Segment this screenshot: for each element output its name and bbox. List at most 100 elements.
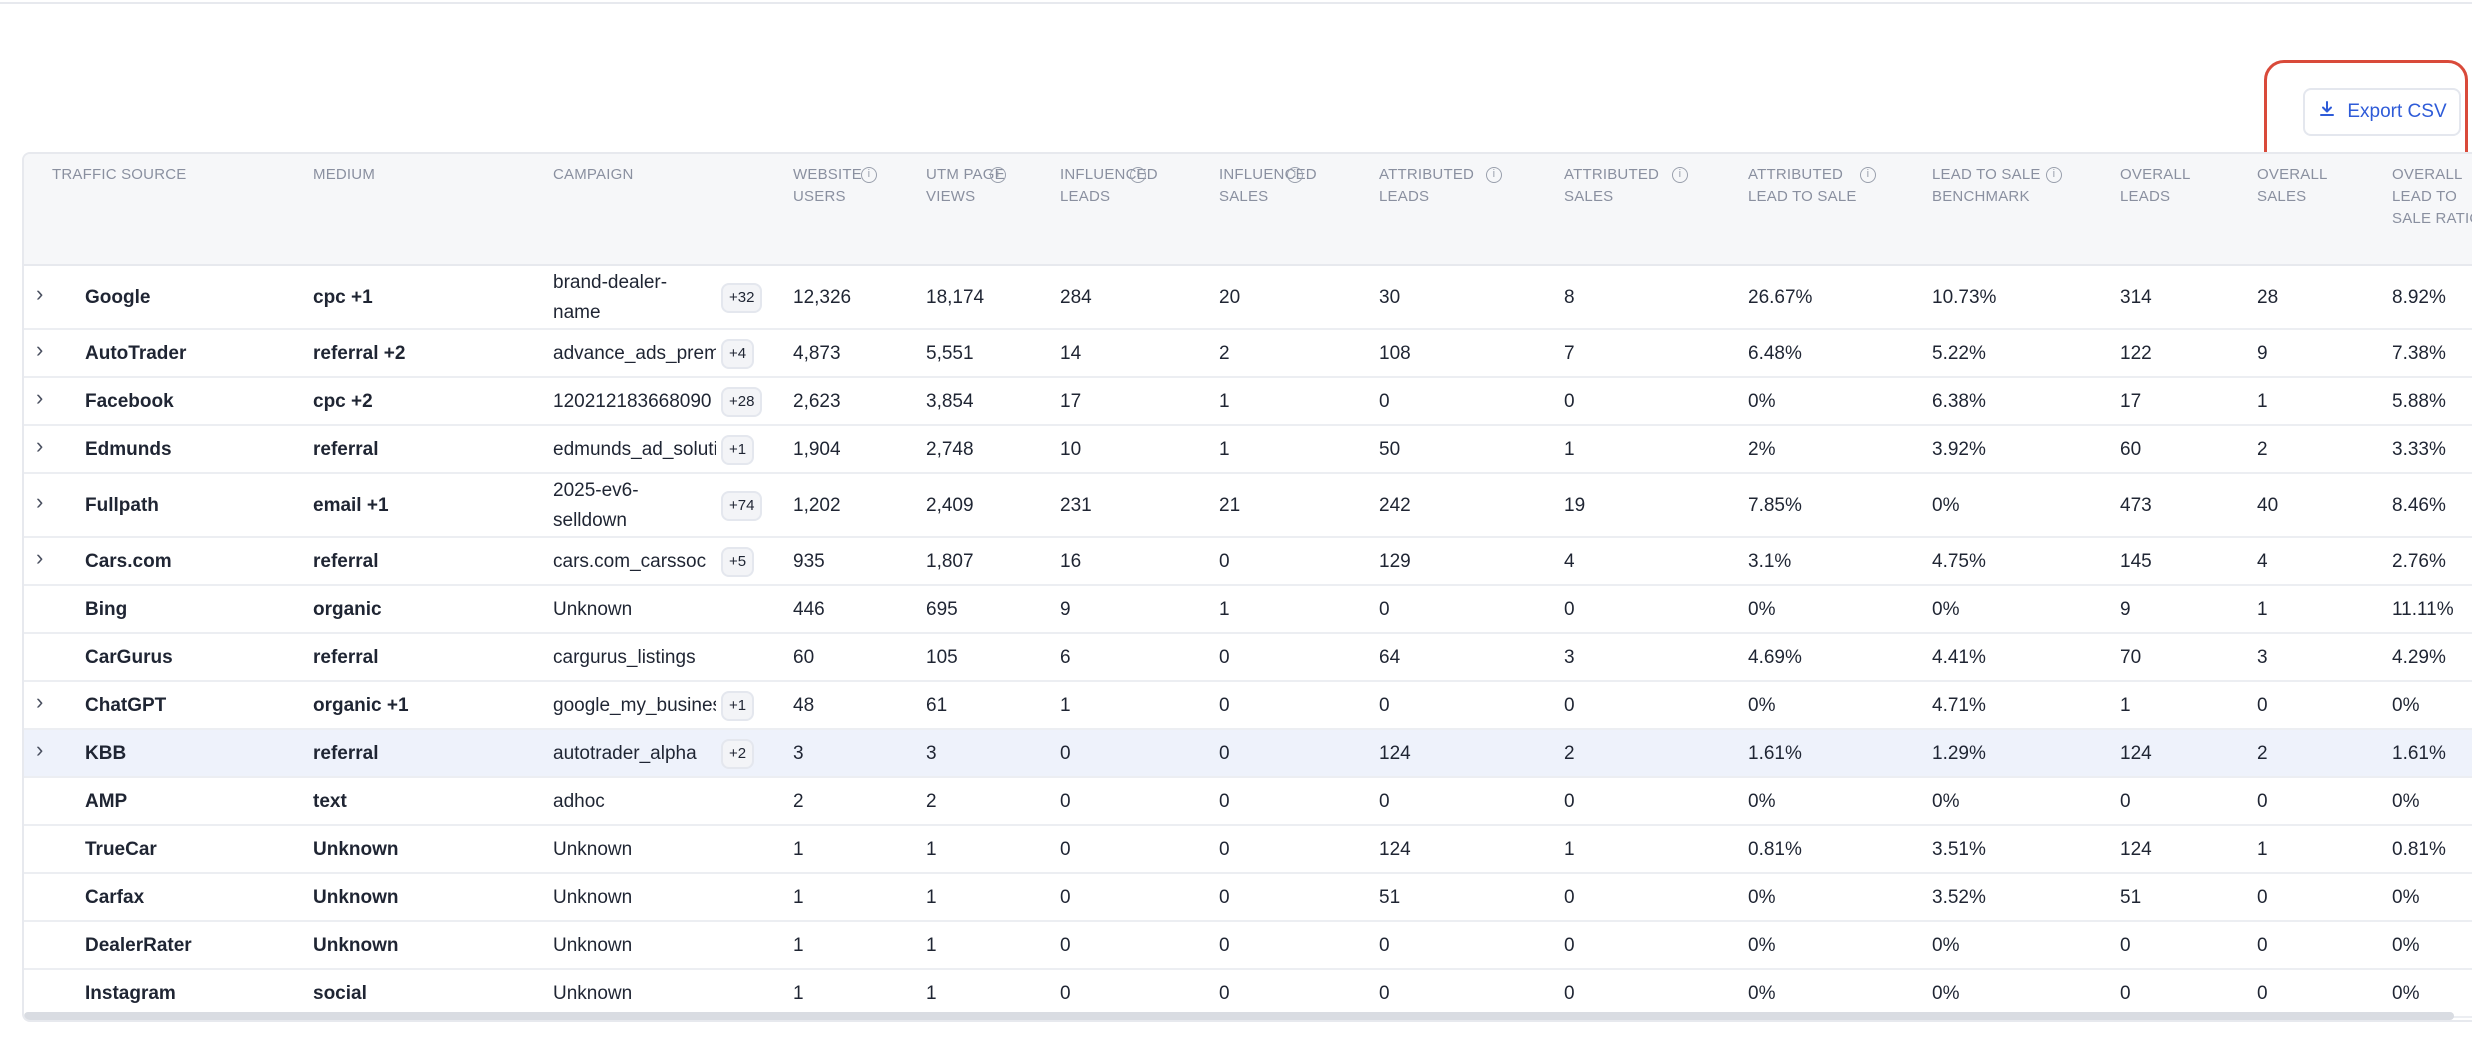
metric-cell: 1 xyxy=(1219,599,1230,620)
table-row[interactable]: CarGurus referral cargurus_listings 60 105 6 0… xyxy=(24,634,2472,682)
table-row[interactable]: › Google cpc +1 brand-dealer-name +32 12,326 1… xyxy=(24,266,2472,330)
metric-cell: 3.92% xyxy=(1932,439,1986,460)
metric-cell: 1 xyxy=(793,983,804,1004)
campaign-more-badge[interactable]: +1 xyxy=(721,435,755,465)
table-row[interactable]: AMP text adhoc 2 2 0 0 0 0 0% 0% 0 0 0% xyxy=(24,778,2472,826)
traffic-source-cell: Bing xyxy=(85,599,128,620)
campaign-more-badge[interactable]: +5 xyxy=(721,547,755,577)
table-row[interactable]: DealerRater Unknown Unknown 1 1 0 0 0 0 0% 0% 0 0 0% xyxy=(24,922,2472,970)
campaign-more-badge[interactable]: +28 xyxy=(721,387,763,417)
table-row[interactable]: › ChatGPT organic +1 google_my_business +1 48… xyxy=(24,682,2472,730)
medium-cell: referral xyxy=(313,551,379,572)
column-header-1[interactable]: MEDIUM xyxy=(313,164,533,186)
info-icon[interactable]: i xyxy=(1860,167,1876,183)
metric-cell: 26.67% xyxy=(1748,287,1813,308)
info-icon[interactable]: i xyxy=(1486,167,1502,183)
metric-cell: 284 xyxy=(1060,287,1092,308)
metric-cell: 28 xyxy=(2257,287,2279,308)
metric-cell: 1,202 xyxy=(793,495,841,516)
chevron-right-icon[interactable]: › xyxy=(36,281,44,306)
metric-cell: 4 xyxy=(1564,551,1575,572)
metric-cell: 2% xyxy=(1748,439,1776,460)
metric-cell: 0 xyxy=(2257,935,2268,956)
campaign-cell: cars.com_carssoc xyxy=(553,547,716,577)
traffic-source-cell: Fullpath xyxy=(85,495,159,516)
table-row[interactable]: › Cars.com referral cars.com_carssoc +5 935 1,… xyxy=(24,538,2472,586)
campaign-more-badge[interactable]: +74 xyxy=(721,491,763,521)
column-header-3[interactable]: WEBSITE USERS i xyxy=(793,164,893,208)
metric-cell: 0 xyxy=(1379,983,1390,1004)
info-icon[interactable]: i xyxy=(2046,167,2062,183)
info-icon[interactable]: i xyxy=(1130,167,1146,183)
campaign-more-badge[interactable]: +32 xyxy=(721,283,763,313)
column-header-label: UTM PAGE VIEWS xyxy=(926,166,1005,205)
column-header-12[interactable]: OVERALL SALES xyxy=(2257,164,2347,208)
column-header-13[interactable]: OVERALL LEAD TO SALE RATIO xyxy=(2392,164,2472,230)
table-row[interactable]: › Edmunds referral edmunds_ad_solutions+1 1,… xyxy=(24,426,2472,474)
metric-cell: 3 xyxy=(1564,647,1575,668)
campaign-more-badge[interactable]: +2 xyxy=(721,739,755,769)
column-header-9[interactable]: ATTRIBUTED LEAD TO SALE i xyxy=(1748,164,1876,208)
export-csv-button[interactable]: Export CSV xyxy=(2303,88,2461,136)
column-header-7[interactable]: ATTRIBUTED LEADS i xyxy=(1379,164,1502,208)
campaign-text: google_my_business xyxy=(553,695,716,716)
chevron-right-icon[interactable]: › xyxy=(36,385,44,410)
chevron-right-icon[interactable]: › xyxy=(36,433,44,458)
chevron-right-icon[interactable]: › xyxy=(36,737,44,762)
column-header-8[interactable]: ATTRIBUTED SALES i xyxy=(1564,164,1688,208)
column-header-10[interactable]: LEAD TO SALE BENCHMARK i xyxy=(1932,164,2062,208)
metric-cell: 0 xyxy=(2257,695,2268,716)
column-header-2[interactable]: CAMPAIGN xyxy=(553,164,763,186)
metric-cell: 40 xyxy=(2257,495,2279,516)
table-row[interactable]: Bing organic Unknown 446 695 9 1 0 0 0% 0% 9 1 11.11% xyxy=(24,586,2472,634)
metric-cell: 60 xyxy=(793,647,815,668)
metric-cell: 20 xyxy=(1219,287,1241,308)
table-row[interactable]: › AutoTrader referral +2 advance_ads_premiu… xyxy=(24,330,2472,378)
metric-cell: 30 xyxy=(1379,287,1401,308)
table-row[interactable]: Carfax Unknown Unknown 1 1 0 0 51 0 0% 3.52% 51 0 0% xyxy=(24,874,2472,922)
column-header-5[interactable]: INFLUENCED LEADS i xyxy=(1060,164,1170,208)
table-row[interactable]: › KBB referral autotrader_alpha +2 3 3 0 0 124 2 1.… xyxy=(24,730,2472,778)
column-header-label: ATTRIBUTED LEAD TO SALE xyxy=(1748,166,1857,205)
table-row[interactable]: TrueCar Unknown Unknown 1 1 0 0 124 1 0.81% 3.51% 1… xyxy=(24,826,2472,874)
metric-cell: 1 xyxy=(2257,599,2268,620)
campaign-text: 120212183668090 xyxy=(553,391,712,412)
column-header-4[interactable]: UTM PAGE VIEWS i xyxy=(926,164,1021,208)
info-icon[interactable]: i xyxy=(990,167,1006,183)
chevron-right-icon[interactable]: › xyxy=(36,337,44,362)
metric-cell: 10.73% xyxy=(1932,287,1997,308)
column-header-0[interactable]: TRAFFIC SOURCE xyxy=(52,164,282,186)
info-icon[interactable]: i xyxy=(861,167,877,183)
column-header-11[interactable]: OVERALL LEADS xyxy=(2120,164,2220,208)
campaign-cell: Unknown xyxy=(553,931,632,961)
campaign-more-badge[interactable]: +4 xyxy=(721,339,755,369)
metric-cell: 9 xyxy=(1060,599,1071,620)
metric-cell: 3.1% xyxy=(1748,551,1792,572)
table-row[interactable]: › Fullpath email +1 2025-ev6-selldown +74 1,2… xyxy=(24,474,2472,538)
metric-cell: 7 xyxy=(1564,343,1575,364)
column-header-6[interactable]: INFLUENCED SALES i xyxy=(1219,164,1329,208)
medium-cell: text xyxy=(313,791,347,812)
campaign-text: brand-dealer-name xyxy=(553,272,668,323)
campaign-more-badge[interactable]: +1 xyxy=(721,691,755,721)
campaign-cell: 120212183668090 xyxy=(553,387,716,417)
metric-cell: 0% xyxy=(1748,887,1776,908)
table-row[interactable]: › Facebook cpc +2 120212183668090 +28 2,623 3,… xyxy=(24,378,2472,426)
medium-cell: referral xyxy=(313,647,379,668)
campaign-text: Unknown xyxy=(553,839,633,860)
chevron-right-icon[interactable]: › xyxy=(36,489,44,514)
info-icon[interactable]: i xyxy=(1672,167,1688,183)
info-icon[interactable]: i xyxy=(1287,167,1303,183)
metric-cell: 0 xyxy=(1060,983,1071,1004)
metric-cell: 1 xyxy=(1219,391,1230,412)
metric-cell: 21 xyxy=(1219,495,1241,516)
campaign-text: cargurus_listings xyxy=(553,647,696,668)
horizontal-scrollbar[interactable] xyxy=(24,1012,2454,1020)
metric-cell: 0 xyxy=(1060,887,1071,908)
chevron-right-icon[interactable]: › xyxy=(36,545,44,570)
metric-cell: 1,904 xyxy=(793,439,841,460)
table-row[interactable]: Instagram social Unknown 1 1 0 0 0 0 0% 0% 0 0 0% xyxy=(24,970,2472,1018)
chevron-right-icon[interactable]: › xyxy=(36,689,44,714)
metric-cell: 3.52% xyxy=(1932,887,1986,908)
metric-cell: 314 xyxy=(2120,287,2152,308)
